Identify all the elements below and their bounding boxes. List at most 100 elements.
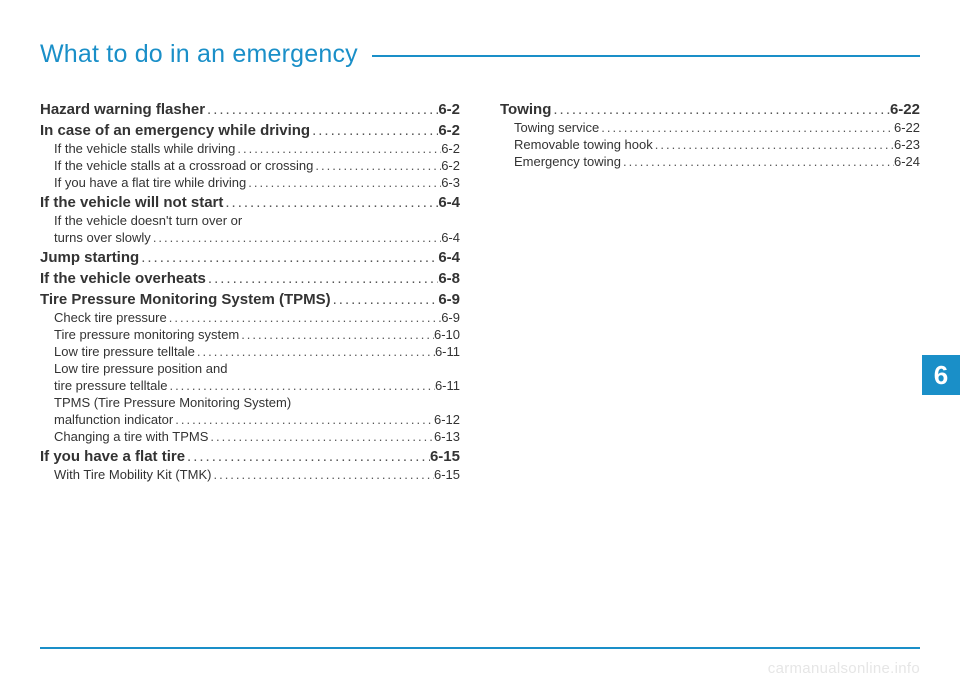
toc-page-number: 6-4 [438, 249, 460, 266]
toc-label: In case of an emergency while driving [40, 122, 310, 139]
toc-label: If the vehicle overheats [40, 270, 206, 287]
toc-page-number: 6-11 [435, 344, 460, 359]
toc-page-number: 6-13 [434, 429, 460, 444]
toc-row: Changing a tire with TPMS...............… [40, 429, 460, 444]
toc-leader-dots: ........................................… [167, 378, 434, 393]
toc-leader-dots: ........................................… [599, 120, 894, 135]
toc-row: Hazard warning flasher..................… [40, 101, 460, 118]
toc-row: TPMS (Tire Pressure Monitoring System) [40, 395, 460, 410]
toc-row: If the vehicle stalls while driving.....… [40, 141, 460, 156]
toc-label: Low tire pressure position and [54, 361, 227, 376]
toc-label: Jump starting [40, 249, 139, 266]
toc-label: malfunction indicator [54, 412, 173, 427]
toc-page-number: 6-3 [441, 175, 460, 190]
toc-label: Tire pressure monitoring system [54, 327, 239, 342]
toc-leader-dots: ........................................… [173, 412, 434, 427]
toc-label: If the vehicle will not start [40, 194, 223, 211]
toc-label: Emergency towing [514, 154, 621, 169]
toc-row: If the vehicle stalls at a crossroad or … [40, 158, 460, 173]
toc-page-number: 6-22 [894, 120, 920, 135]
page-title: What to do in an emergency [40, 40, 372, 69]
chapter-number: 6 [934, 360, 948, 391]
toc-row: Jump starting...........................… [40, 249, 460, 266]
toc-page-number: 6-15 [434, 467, 460, 482]
toc-label: With Tire Mobility Kit (TMK) [54, 467, 211, 482]
toc-leader-dots: ........................................… [310, 122, 438, 139]
toc-leader-dots: ........................................… [206, 270, 438, 287]
toc-leader-dots: ........................................… [139, 249, 438, 266]
toc-row: If the vehicle will not start...........… [40, 194, 460, 211]
toc-leader-dots: ........................................… [331, 291, 439, 308]
toc-page-number: 6-9 [438, 291, 460, 308]
toc-leader-dots: ........................................… [205, 101, 438, 118]
toc-row: With Tire Mobility Kit (TMK)............… [40, 467, 460, 482]
toc-row: Towing service..........................… [500, 120, 920, 135]
toc-label: Removable towing hook [514, 137, 653, 152]
toc-leader-dots: ........................................… [167, 310, 441, 325]
toc-leader-dots: ........................................… [653, 137, 894, 152]
toc-leader-dots: ........................................… [195, 344, 435, 359]
toc-label: Towing service [514, 120, 599, 135]
toc-leader-dots: ........................................… [151, 230, 441, 245]
toc-label: If you have a flat tire [40, 448, 185, 465]
toc-label: turns over slowly [54, 230, 151, 245]
toc-page-number: 6-4 [438, 194, 460, 211]
toc-page-number: 6-9 [441, 310, 460, 325]
manual-page: What to do in an emergency Hazard warnin… [40, 40, 920, 610]
toc-page-number: 6-11 [435, 378, 460, 393]
toc-label: tire pressure telltale [54, 378, 167, 393]
toc-leader-dots: ........................................… [551, 101, 890, 118]
toc-leader-dots: ........................................… [185, 448, 430, 465]
toc-label: Tire Pressure Monitoring System (TPMS) [40, 291, 331, 308]
toc-row: Tire pressure monitoring system.........… [40, 327, 460, 342]
toc-label: Hazard warning flasher [40, 101, 205, 118]
toc-row: tire pressure telltale..................… [40, 378, 460, 393]
toc-columns: Hazard warning flasher..................… [40, 97, 920, 484]
toc-label: Low tire pressure telltale [54, 344, 195, 359]
toc-row: If the vehicle overheats................… [40, 270, 460, 287]
toc-page-number: 6-15 [430, 448, 460, 465]
toc-leader-dots: ........................................… [211, 467, 434, 482]
bottom-rule [40, 647, 920, 649]
toc-row: Low tire pressure telltale..............… [40, 344, 460, 359]
toc-row: Emergency towing........................… [500, 154, 920, 169]
toc-page-number: 6-22 [890, 101, 920, 118]
toc-row: Low tire pressure position and [40, 361, 460, 376]
toc-row: If you have a flat tire.................… [40, 448, 460, 465]
toc-page-number: 6-8 [438, 270, 460, 287]
toc-row: If the vehicle doesn't turn over or [40, 213, 460, 228]
toc-leader-dots: ........................................… [621, 154, 894, 169]
toc-leader-dots: ........................................… [208, 429, 434, 444]
toc-label: If the vehicle stalls at a crossroad or … [54, 158, 313, 173]
toc-page-number: 6-10 [434, 327, 460, 342]
toc-label: TPMS (Tire Pressure Monitoring System) [54, 395, 291, 410]
title-wrap: What to do in an emergency [40, 40, 920, 69]
toc-leader-dots: ........................................… [313, 158, 441, 173]
toc-page-number: 6-2 [438, 122, 460, 139]
toc-label: Check tire pressure [54, 310, 167, 325]
toc-row: If you have a flat tire while driving...… [40, 175, 460, 190]
toc-row: Tire Pressure Monitoring System (TPMS)..… [40, 291, 460, 308]
toc-label: Towing [500, 101, 551, 118]
toc-leader-dots: ........................................… [235, 141, 441, 156]
toc-page-number: 6-4 [441, 230, 460, 245]
toc-page-number: 6-2 [441, 141, 460, 156]
toc-page-number: 6-2 [438, 101, 460, 118]
toc-page-number: 6-12 [434, 412, 460, 427]
toc-row: Towing..................................… [500, 101, 920, 118]
toc-column-left: Hazard warning flasher..................… [40, 97, 460, 484]
toc-row: turns over slowly.......................… [40, 230, 460, 245]
toc-row: Removable towing hook...................… [500, 137, 920, 152]
toc-row: In case of an emergency while driving...… [40, 122, 460, 139]
toc-row: malfunction indicator...................… [40, 412, 460, 427]
toc-leader-dots: ........................................… [246, 175, 441, 190]
toc-label: If the vehicle doesn't turn over or [54, 213, 242, 228]
toc-page-number: 6-24 [894, 154, 920, 169]
toc-column-right: Towing..................................… [500, 97, 920, 484]
toc-page-number: 6-2 [441, 158, 460, 173]
toc-label: If you have a flat tire while driving [54, 175, 246, 190]
chapter-tab: 6 [922, 355, 960, 395]
toc-label: If the vehicle stalls while driving [54, 141, 235, 156]
toc-leader-dots: ........................................… [239, 327, 434, 342]
toc-label: Changing a tire with TPMS [54, 429, 208, 444]
